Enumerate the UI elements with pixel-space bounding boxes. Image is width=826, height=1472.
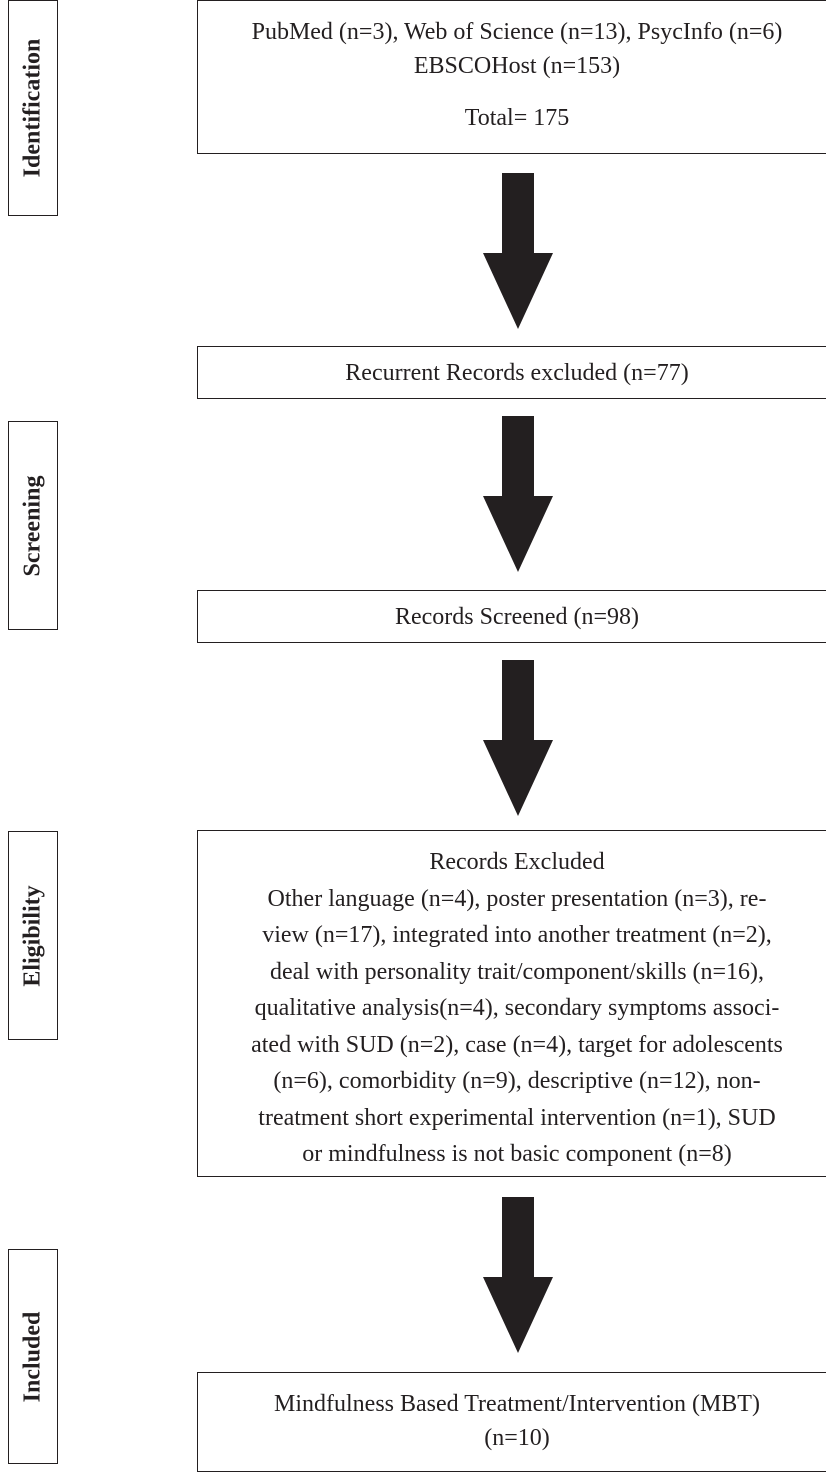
sources-line-1: PubMed (n=3), Web of Science (n=13), Psy… <box>251 19 783 45</box>
down-arrow-icon <box>483 173 553 329</box>
stage-screening: Screening <box>8 421 58 630</box>
flow-arrow-3 <box>483 660 553 816</box>
included-box: Mindfulness Based Treatment/Intervention… <box>197 1372 826 1472</box>
flow-arrow-4 <box>483 1197 553 1353</box>
down-arrow-icon <box>483 416 553 572</box>
excluded-reason-line: (n=6), comorbidity (n=9), descriptive (n… <box>273 1068 761 1094</box>
excluded-reason-line: or mindfulness is not basic component (n… <box>302 1141 732 1167</box>
stage-included: Included <box>8 1249 58 1464</box>
stage-identification: Identification <box>8 0 58 216</box>
flow-arrow-1 <box>483 173 553 329</box>
excluded-reason-line: Other language (n=4), poster presentatio… <box>267 885 767 912</box>
excluded-reason-line: ated with SUD (n=2), case (n=4), target … <box>251 1031 783 1058</box>
excluded-title: Records Excluded <box>429 849 605 875</box>
stage-screening-label: Screening <box>19 475 46 576</box>
screened-box: Records Screened (n=98) <box>197 590 826 643</box>
stage-included-label: Included <box>19 1311 46 1402</box>
screened-text: Records Screened (n=98) <box>394 604 640 630</box>
identification-box: PubMed (n=3), Web of Science (n=13), Psy… <box>197 0 826 154</box>
excluded-reason-line: view (n=17), integrated into another tre… <box>262 922 772 948</box>
recurrent-excluded-box: Recurrent Records excluded (n=77) <box>197 346 826 399</box>
included-line-2: (n=10) <box>484 1425 550 1451</box>
excluded-reason-line: qualitative analysis(n=4), secondary sym… <box>254 995 780 1021</box>
included-line-1: Mindfulness Based Treatment/Intervention… <box>274 1391 760 1417</box>
stage-identification-label: Identification <box>19 38 46 178</box>
flow-arrow-2 <box>483 416 553 572</box>
recurrent-excluded-text: Recurrent Records excluded (n=77) <box>345 360 689 386</box>
stage-eligibility: Eligibility <box>8 831 58 1040</box>
excluded-reason-line: deal with personality trait/component/sk… <box>269 958 765 985</box>
stage-eligibility-label: Eligibility <box>19 884 46 987</box>
sources-line-2: EBSCOHost (n=153) <box>413 53 621 79</box>
down-arrow-icon <box>483 1197 553 1353</box>
excluded-reason-line: treatment short experimental interventio… <box>258 1104 776 1131</box>
down-arrow-icon <box>483 660 553 816</box>
excluded-box: Records Excluded Other language (n=4), p… <box>197 830 826 1177</box>
total-records: Total= 175 <box>464 105 570 131</box>
